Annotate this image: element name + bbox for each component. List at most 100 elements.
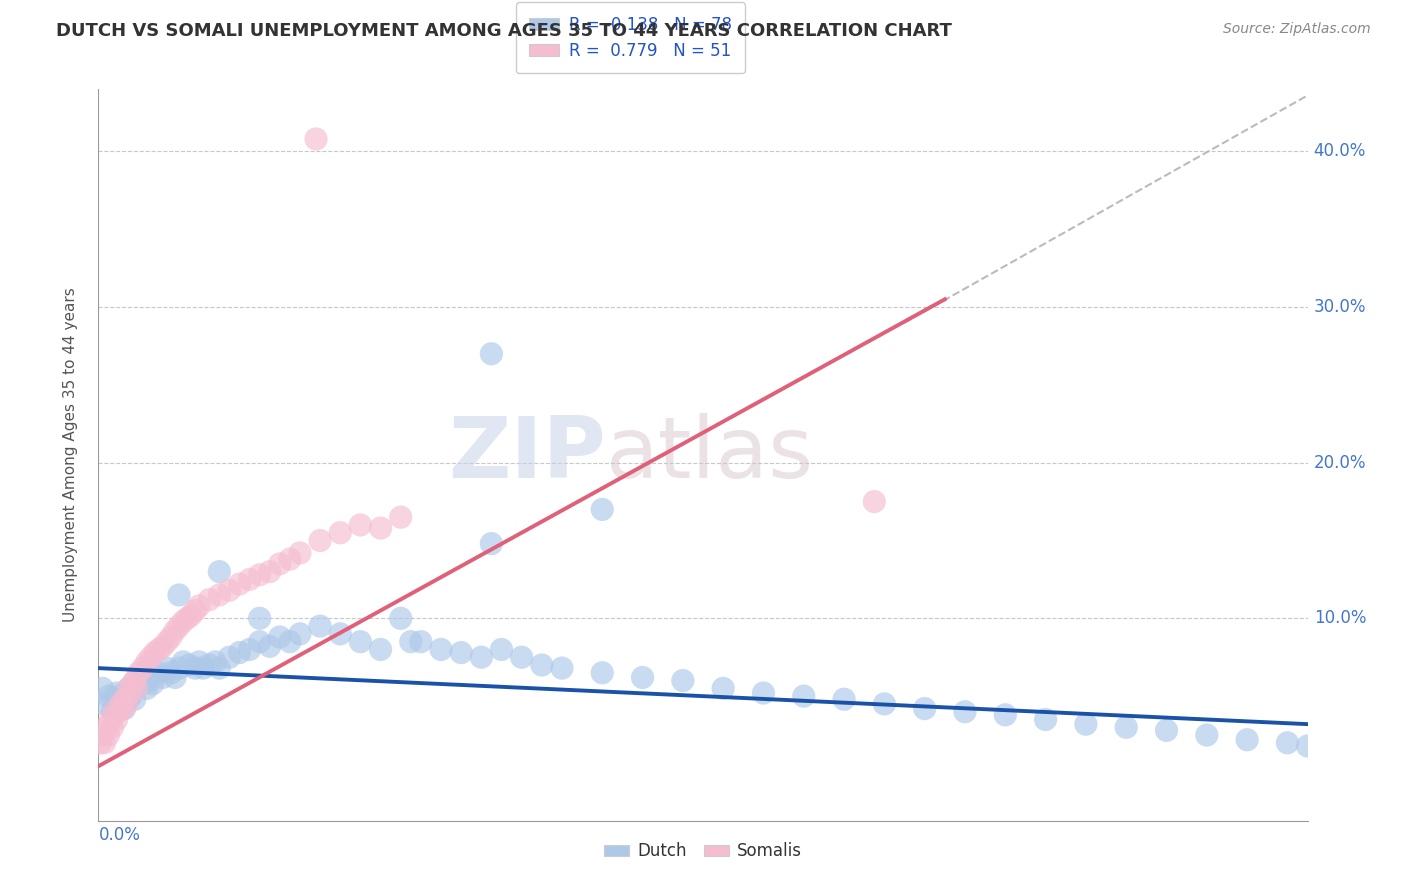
Point [631,670,654,684]
Point [111,701,134,715]
Point [430,642,453,657]
Point [249,634,271,648]
Point [198,592,221,607]
Point [198,658,221,673]
Point [249,567,271,582]
Point [103,705,125,719]
Point [204,655,226,669]
Point [152,640,174,654]
Point [269,630,291,644]
Text: 0.0%: 0.0% [98,827,141,845]
Point [97,728,120,742]
Point [135,681,157,696]
Point [138,673,160,688]
Text: atlas: atlas [606,413,814,497]
Point [309,533,332,548]
Point [269,557,291,571]
Point [105,713,128,727]
Point [176,611,198,625]
Point [873,697,896,711]
Point [103,692,125,706]
Point [143,646,166,660]
Point [132,661,155,675]
Point [1195,728,1218,742]
Point [329,627,352,641]
Point [389,611,412,625]
Point [399,634,422,648]
Point [96,720,118,734]
Point [481,347,503,361]
Point [107,705,129,719]
Point [863,494,886,508]
Point [93,736,115,750]
Point [91,681,114,696]
Point [105,686,128,700]
Point [121,676,143,690]
Point [914,701,936,715]
Point [309,619,332,633]
Point [1156,723,1178,738]
Point [1277,736,1299,750]
Point [167,661,190,675]
Point [305,132,328,146]
Point [349,518,371,533]
Point [329,525,352,540]
Point [288,546,311,560]
Point [93,697,115,711]
Point [491,642,513,657]
Point [89,736,111,750]
Point [591,502,613,516]
Point [228,646,250,660]
Point [180,608,202,623]
Point [450,646,472,660]
Point [208,565,231,579]
Point [259,565,281,579]
Point [530,658,553,673]
Point [370,642,392,657]
Point [172,655,194,669]
Point [139,650,162,665]
Point [101,720,124,734]
Point [160,630,183,644]
Point [167,588,190,602]
Text: 20.0%: 20.0% [1313,454,1367,472]
Point [163,670,186,684]
Point [167,619,190,633]
Text: 10.0%: 10.0% [1313,609,1367,627]
Point [120,689,142,703]
Point [551,661,574,675]
Point [148,642,170,657]
Text: 30.0%: 30.0% [1313,298,1367,316]
Point [152,670,174,684]
Point [188,599,211,613]
Point [510,650,533,665]
Point [953,705,976,719]
Point [218,583,240,598]
Point [409,634,432,648]
Point [124,673,146,688]
Point [124,692,146,706]
Point [128,665,150,680]
Point [1296,739,1319,753]
Point [793,689,815,703]
Point [120,686,142,700]
Point [208,661,231,675]
Point [172,615,194,629]
Point [128,673,150,688]
Point [160,665,183,680]
Point [481,536,503,550]
Point [1035,713,1057,727]
Text: DUTCH VS SOMALI UNEMPLOYMENT AMONG AGES 35 TO 44 YEARS CORRELATION CHART: DUTCH VS SOMALI UNEMPLOYMENT AMONG AGES … [56,22,952,40]
Point [142,676,165,690]
Point [110,697,132,711]
Legend: Dutch, Somalis: Dutch, Somalis [598,836,808,867]
Text: Source: ZipAtlas.com: Source: ZipAtlas.com [1223,22,1371,37]
Point [672,673,695,688]
Point [711,681,734,696]
Point [389,510,412,524]
Point [208,588,231,602]
Point [118,681,141,696]
Point [1236,732,1258,747]
Point [994,707,1017,722]
Point [179,658,201,673]
